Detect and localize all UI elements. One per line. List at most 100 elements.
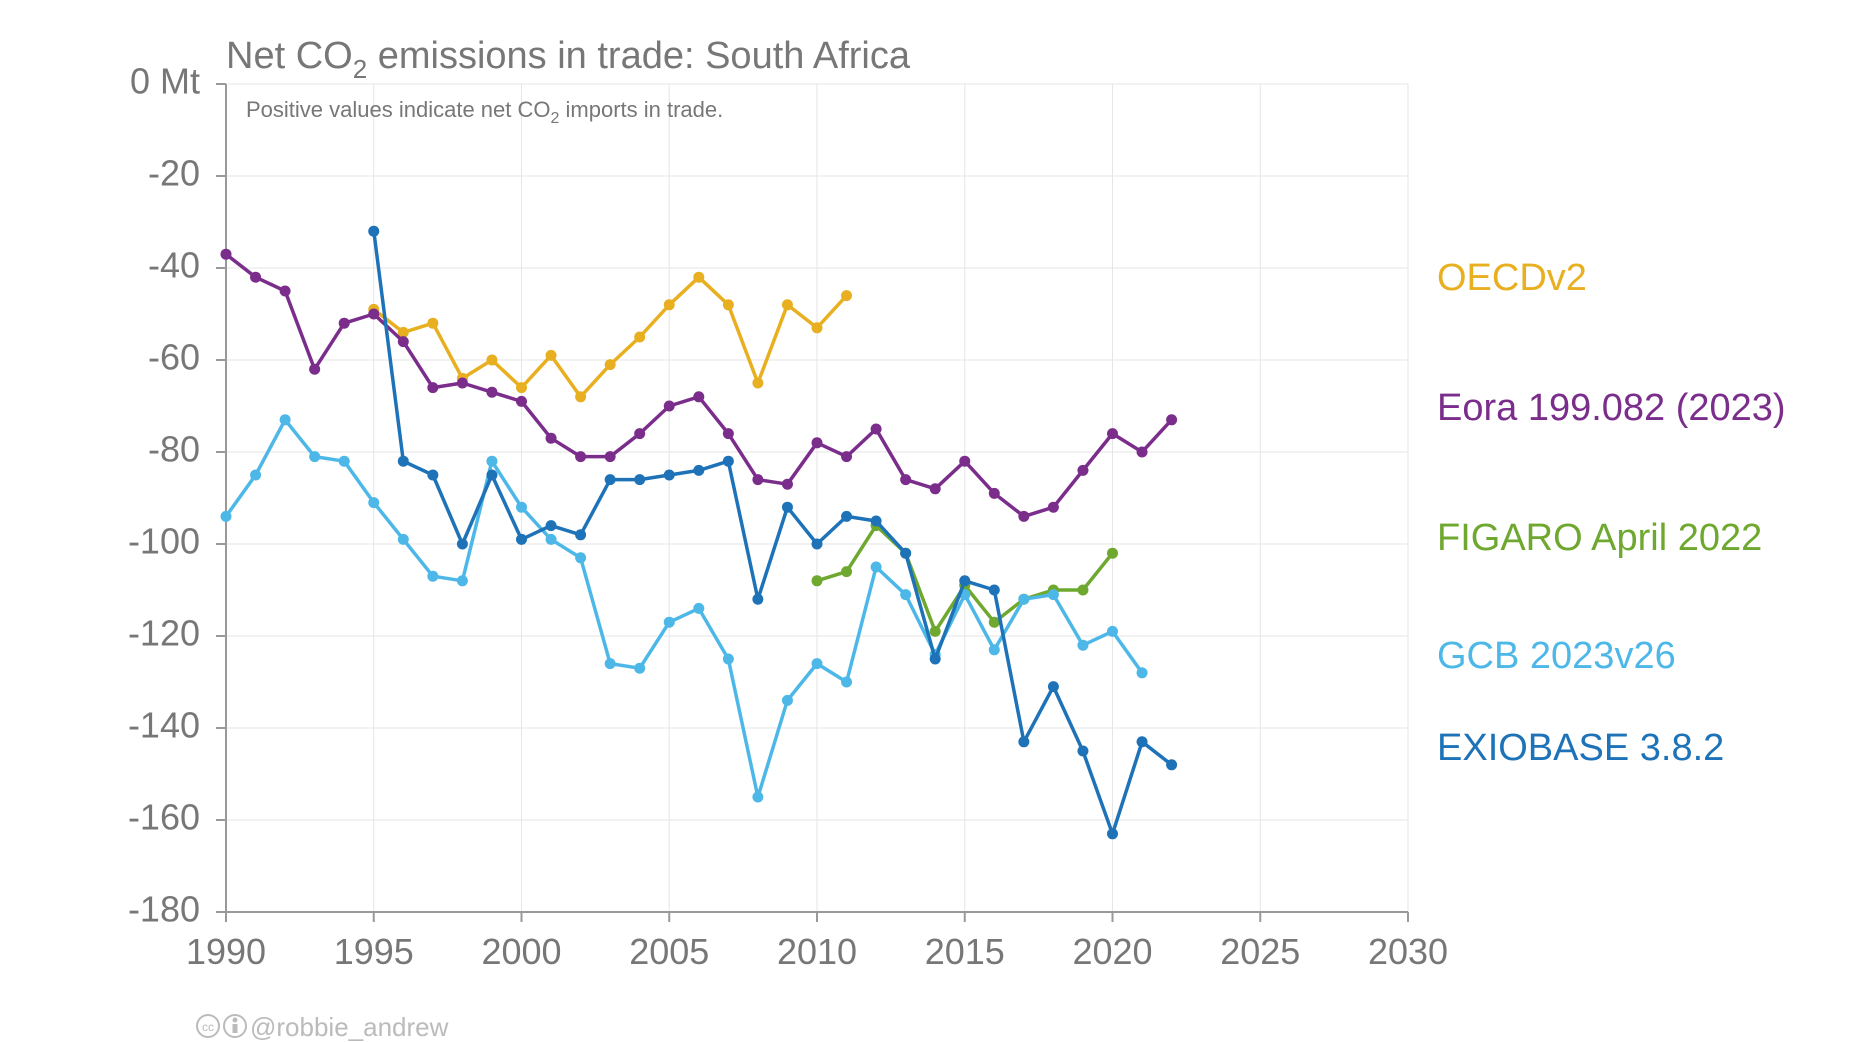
data-point — [220, 248, 232, 260]
data-point — [693, 602, 705, 614]
data-point — [988, 616, 1000, 628]
y-tick-label: -160 — [128, 797, 200, 838]
y-tick-label: -80 — [148, 429, 200, 470]
data-point — [693, 464, 705, 476]
data-point — [516, 501, 527, 513]
data-point — [427, 570, 439, 582]
series-line — [224, 252, 1174, 519]
x-tick-label: 2005 — [629, 931, 709, 972]
data-point — [752, 377, 764, 389]
chart-title: Net CO2 emissions in trade: South Africa — [226, 35, 911, 84]
data-point — [250, 469, 262, 481]
y-tick-label: -140 — [128, 705, 200, 746]
x-tick-label: 2010 — [777, 931, 857, 972]
data-point — [486, 469, 498, 481]
data-point — [811, 658, 823, 670]
data-point — [988, 644, 1000, 656]
data-point — [988, 584, 1000, 596]
data-point — [900, 547, 912, 559]
data-point — [722, 299, 734, 311]
data-point — [427, 317, 439, 329]
series-1 — [220, 248, 1178, 522]
data-point — [250, 271, 262, 283]
data-point — [811, 322, 823, 334]
data-point — [397, 326, 409, 338]
attribution-icon — [223, 1014, 247, 1038]
x-tick-label: 2000 — [481, 931, 561, 972]
data-point — [1047, 501, 1059, 513]
legend-label: GCB 2023v26 — [1437, 635, 1676, 677]
data-point — [397, 455, 409, 467]
data-point — [693, 391, 705, 403]
y-tick-label: -20 — [148, 153, 200, 194]
data-point — [1047, 681, 1059, 693]
legend-label: Eora 199.082 (2023) — [1437, 387, 1786, 429]
data-point — [1107, 428, 1118, 440]
data-point — [1107, 547, 1118, 559]
data-point — [634, 331, 646, 343]
data-point — [427, 469, 439, 481]
data-point — [545, 520, 557, 532]
data-point — [486, 455, 498, 467]
data-point — [456, 538, 468, 550]
data-point — [368, 497, 380, 509]
credit: cc @robbie_andrew — [196, 1012, 449, 1042]
data-point — [663, 616, 675, 628]
data-point — [870, 561, 882, 573]
data-point — [1136, 667, 1148, 679]
data-point — [279, 285, 291, 297]
data-point — [752, 791, 764, 803]
data-point — [1077, 584, 1089, 596]
data-point — [516, 382, 527, 394]
data-point — [456, 575, 468, 587]
data-point — [456, 377, 468, 389]
data-point — [900, 589, 912, 601]
data-point — [1136, 736, 1148, 748]
grid — [225, 83, 1409, 913]
x-tick-label: 1990 — [186, 931, 266, 972]
data-point — [397, 336, 409, 348]
y-tick-label: -60 — [148, 337, 200, 378]
legend-label: OECDv2 — [1437, 257, 1587, 299]
creative-commons-icon: cc — [196, 1014, 220, 1038]
data-point — [870, 515, 882, 527]
y-tick-label: -100 — [128, 521, 200, 562]
data-point — [693, 271, 705, 283]
data-point — [516, 395, 527, 407]
series-line — [224, 418, 1144, 799]
data-point — [368, 308, 380, 320]
data-point — [929, 653, 941, 665]
data-point — [663, 469, 675, 481]
data-point — [929, 625, 941, 637]
y-tick-label: -120 — [128, 613, 200, 654]
data-point — [486, 354, 498, 366]
data-point — [338, 455, 350, 467]
data-point — [841, 510, 853, 522]
data-point — [1018, 510, 1030, 522]
data-point — [545, 432, 557, 444]
y-tick-label: 0 Mt — [130, 61, 200, 102]
data-point — [575, 391, 587, 403]
data-point — [309, 363, 321, 375]
data-point — [722, 428, 734, 440]
data-point — [841, 290, 853, 302]
series-3 — [220, 414, 1148, 803]
series-line — [372, 229, 1174, 836]
x-tick-label: 2020 — [1072, 931, 1152, 972]
data-point — [841, 451, 853, 463]
data-point — [959, 575, 971, 587]
data-point — [604, 451, 616, 463]
series-0 — [368, 271, 853, 403]
x-tick-label: 1995 — [334, 931, 414, 972]
x-tick-label: 2015 — [925, 931, 1005, 972]
series-layer — [220, 225, 1178, 840]
data-point — [634, 662, 646, 674]
series-line — [372, 275, 849, 399]
data-point — [781, 501, 793, 513]
series-4 — [368, 225, 1178, 840]
data-point — [752, 593, 764, 605]
data-point — [486, 386, 498, 398]
data-point — [841, 566, 853, 578]
data-point — [870, 423, 882, 435]
data-point — [397, 533, 409, 545]
